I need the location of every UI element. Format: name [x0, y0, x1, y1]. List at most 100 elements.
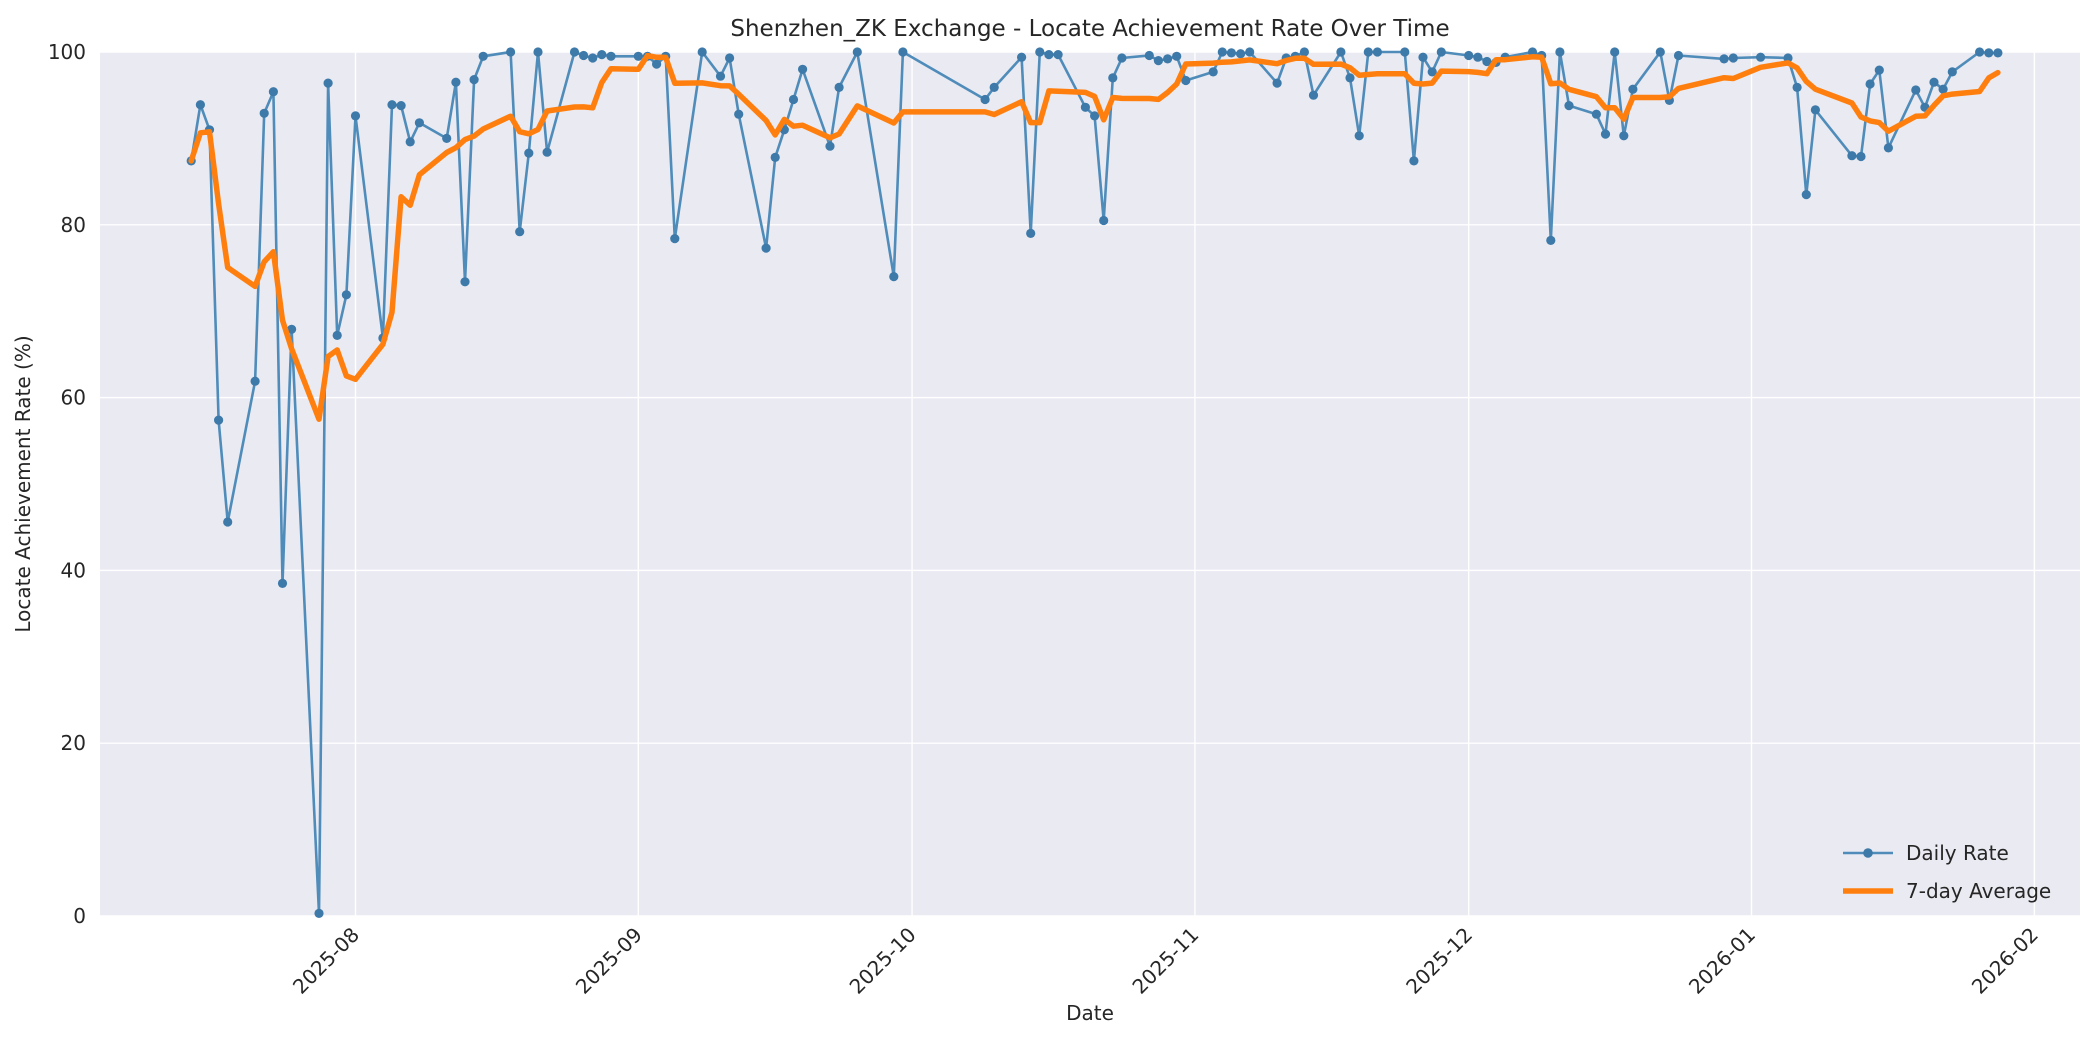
daily-rate-marker: [852, 47, 862, 57]
daily-rate-marker: [1874, 65, 1884, 75]
daily-rate-marker: [1975, 47, 1985, 57]
daily-rate-marker: [1673, 50, 1684, 61]
daily-rate-marker: [770, 152, 780, 162]
daily-rate-marker: [652, 59, 662, 69]
daily-rate-marker: [1026, 228, 1036, 238]
daily-rate-marker: [1865, 79, 1875, 89]
daily-rate-marker: [1163, 54, 1173, 64]
daily-rate-marker: [1208, 67, 1218, 77]
daily-rate-marker: [1482, 56, 1492, 67]
daily-rate-marker: [1856, 151, 1866, 162]
daily-rate-marker: [825, 141, 835, 151]
daily-rate-marker: [1628, 84, 1638, 94]
daily-rate-marker: [1245, 47, 1255, 57]
daily-rate-marker: [579, 50, 589, 61]
daily-rate-marker: [1217, 47, 1227, 57]
legend-item-daily-rate: Daily Rate: [1843, 841, 2009, 865]
legend-item-7day-average: 7-day Average: [1843, 879, 2051, 903]
daily-rate-marker: [396, 101, 406, 111]
daily-rate-marker: [1847, 151, 1857, 161]
x-tick-label: 2025-09: [571, 923, 647, 999]
daily-rate-marker: [1400, 47, 1410, 57]
x-tick-label: 2025-10: [845, 923, 921, 999]
daily-rate-marker: [323, 78, 333, 88]
y-tick-label: 40: [61, 558, 86, 582]
y-tick-label: 100: [48, 40, 86, 64]
daily-rate-marker: [1610, 47, 1620, 57]
daily-rate-marker: [1299, 47, 1309, 57]
daily-rate-marker: [277, 578, 288, 589]
daily-rate-marker: [588, 53, 598, 63]
x-tick-label: 2025-11: [1127, 923, 1203, 999]
x-tick-label: 2026-02: [1967, 923, 2043, 999]
daily-rate-marker: [1591, 109, 1601, 119]
y-tick-label: 60: [61, 386, 86, 410]
y-tick-label: 20: [61, 731, 86, 755]
daily-rate-marker: [1947, 67, 1957, 77]
grid-layer: [100, 51, 2080, 917]
daily-rate-marker: [469, 75, 479, 85]
daily-rate-marker: [1345, 73, 1355, 83]
x-tick-label: 2026-01: [1684, 923, 1760, 999]
chart-title: Shenzhen_ZK Exchange - Locate Achievemen…: [730, 16, 1449, 42]
x-tick-label: 2025-08: [288, 923, 364, 999]
daily-rate-marker: [980, 94, 990, 105]
daily-rate-marker: [214, 415, 224, 425]
daily-rate-marker: [350, 111, 361, 121]
legend-7day-average-label: 7-day Average: [1906, 879, 2051, 903]
daily-rate-marker: [1236, 49, 1246, 59]
daily-rate-marker: [405, 137, 415, 147]
daily-rate-marker: [670, 234, 680, 244]
daily-rate-marker: [1464, 50, 1474, 61]
daily-rate-marker: [387, 100, 397, 110]
daily-rate-marker: [1053, 50, 1063, 60]
plot-area: [100, 52, 2080, 916]
x-tick-label: 2025-12: [1401, 923, 1477, 999]
daily-rate-marker: [414, 118, 424, 128]
daily-rate-marker: [697, 47, 707, 57]
daily-rate-marker: [250, 376, 260, 386]
daily-rate-marker: [442, 133, 452, 143]
daily-rate-marker: [1783, 53, 1793, 63]
daily-rate-marker: [1938, 84, 1948, 94]
daily-rate-marker: [1756, 52, 1766, 62]
daily-rate-marker: [1427, 67, 1437, 77]
daily-rate-marker: [314, 908, 324, 919]
daily-rate-marker: [1181, 75, 1191, 86]
daily-rate-marker: [1993, 48, 2003, 58]
daily-rate-marker: [1546, 235, 1556, 245]
daily-rate-marker: [1619, 131, 1629, 141]
x-axis-label: Date: [1066, 1001, 1114, 1025]
daily-rate-marker: [633, 51, 643, 61]
daily-rate-marker: [1080, 102, 1090, 112]
daily-rate-marker: [1728, 53, 1738, 63]
y-tick-label: 80: [61, 213, 86, 237]
daily-rate-marker: [734, 109, 744, 119]
daily-rate-marker: [223, 517, 233, 527]
daily-rate-marker: [542, 147, 552, 157]
daily-rate-marker: [1117, 53, 1127, 63]
daily-rate-marker: [1336, 47, 1346, 57]
daily-rate-marker: [259, 108, 269, 118]
daily-rate-marker: [1035, 47, 1045, 57]
daily-rate-marker: [1929, 77, 1939, 87]
legend-daily-rate-marker: [1863, 848, 1873, 858]
daily-rate-marker: [533, 47, 543, 57]
daily-rate-marker: [889, 272, 899, 282]
daily-rate-marker: [1363, 47, 1373, 57]
daily-rate-marker: [1044, 50, 1054, 60]
daily-rate-marker: [1409, 156, 1419, 166]
daily-rate-marker: [1226, 48, 1236, 58]
daily-rate-marker: [1099, 215, 1109, 226]
daily-rate-marker: [341, 290, 351, 300]
daily-rate-marker: [597, 50, 607, 60]
legend: Daily Rate 7-day Average: [1843, 841, 2051, 903]
daily-rate-marker: [1600, 129, 1611, 139]
daily-rate-marker: [1418, 52, 1428, 62]
daily-rate-marker: [1984, 48, 1994, 58]
daily-rate-marker: [1272, 78, 1282, 88]
daily-rate-marker: [1911, 85, 1921, 95]
daily-rate-marker: [1810, 105, 1820, 115]
daily-rate-marker: [798, 64, 808, 74]
